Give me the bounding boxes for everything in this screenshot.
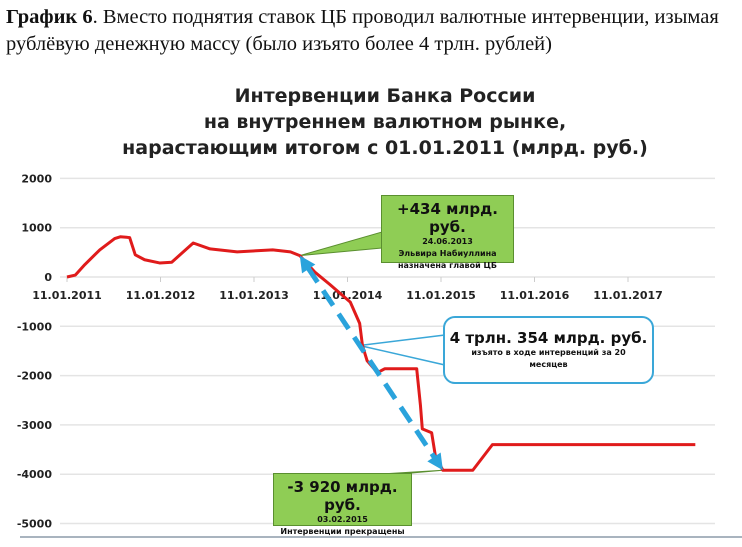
- figure-caption: График 6. Вместо поднятия ставок ЦБ пров…: [6, 4, 742, 58]
- caption-text: . Вместо поднятия ставок ЦБ проводил вал…: [6, 6, 719, 55]
- dashed-arrow-line: [305, 265, 438, 460]
- annotation-note: Эльвира Набиуллина назначена главой ЦБ: [397, 249, 498, 270]
- chart-title: Интервенции Банка России на внутреннем в…: [60, 83, 710, 161]
- chart-title-line-3: нарастающим итогом с 01.01.2011 (млрд. р…: [122, 137, 648, 159]
- caption-label: График 6: [6, 6, 93, 28]
- annotation-date: 03.02.2015: [317, 515, 368, 524]
- x-tick-label: 11.01.2015: [406, 289, 476, 302]
- x-tick-label: 11.01.2012: [126, 289, 196, 302]
- y-tick-label: 1000: [21, 222, 52, 235]
- y-tick-label: -5000: [17, 518, 53, 531]
- annotation-stopped: -3 920 млрд. руб. 03.02.2015 Интервенции…: [273, 473, 412, 536]
- x-tick-label: 11.01.2011: [32, 289, 102, 302]
- chart-title-line-2: на внутреннем валютном рынке,: [203, 111, 567, 133]
- annotation-value: -3 920 млрд. руб.: [287, 478, 398, 514]
- annotation-total-withdrawn: 4 трлн. 354 млрд. руб. изъято в ходе инт…: [443, 316, 654, 384]
- y-tick-label: 0: [44, 271, 52, 284]
- annotation-note: изъято в ходе интервенций за 20 месяцев: [471, 348, 626, 369]
- x-tick-label: 11.01.2013: [219, 289, 289, 302]
- annotation-nabiullina: +434 млрд. руб. 24.06.2013 Эльвира Набиу…: [381, 195, 514, 270]
- y-tick-label: 2000: [21, 172, 52, 185]
- x-tick-label: 11.01.2016: [500, 289, 570, 302]
- chart-title-line-1: Интервенции Банка России: [234, 85, 536, 107]
- annotation-note: Интервенции прекращены: [280, 527, 405, 536]
- arrowhead-end-icon: [427, 452, 443, 471]
- arrowhead-start-icon: [299, 255, 316, 274]
- y-tick-label: -1000: [17, 320, 53, 333]
- y-tick-label: -3000: [17, 419, 53, 432]
- y-tick-label: -4000: [17, 468, 53, 481]
- annotation-value: +434 млрд. руб.: [397, 200, 498, 236]
- annotation-date: 24.06.2013: [422, 237, 473, 246]
- annotation-value: 4 трлн. 354 млрд. руб.: [449, 329, 648, 347]
- x-tick-label: 11.01.2017: [593, 289, 663, 302]
- y-tick-label: -2000: [17, 370, 53, 383]
- callout-pointer: [299, 231, 383, 257]
